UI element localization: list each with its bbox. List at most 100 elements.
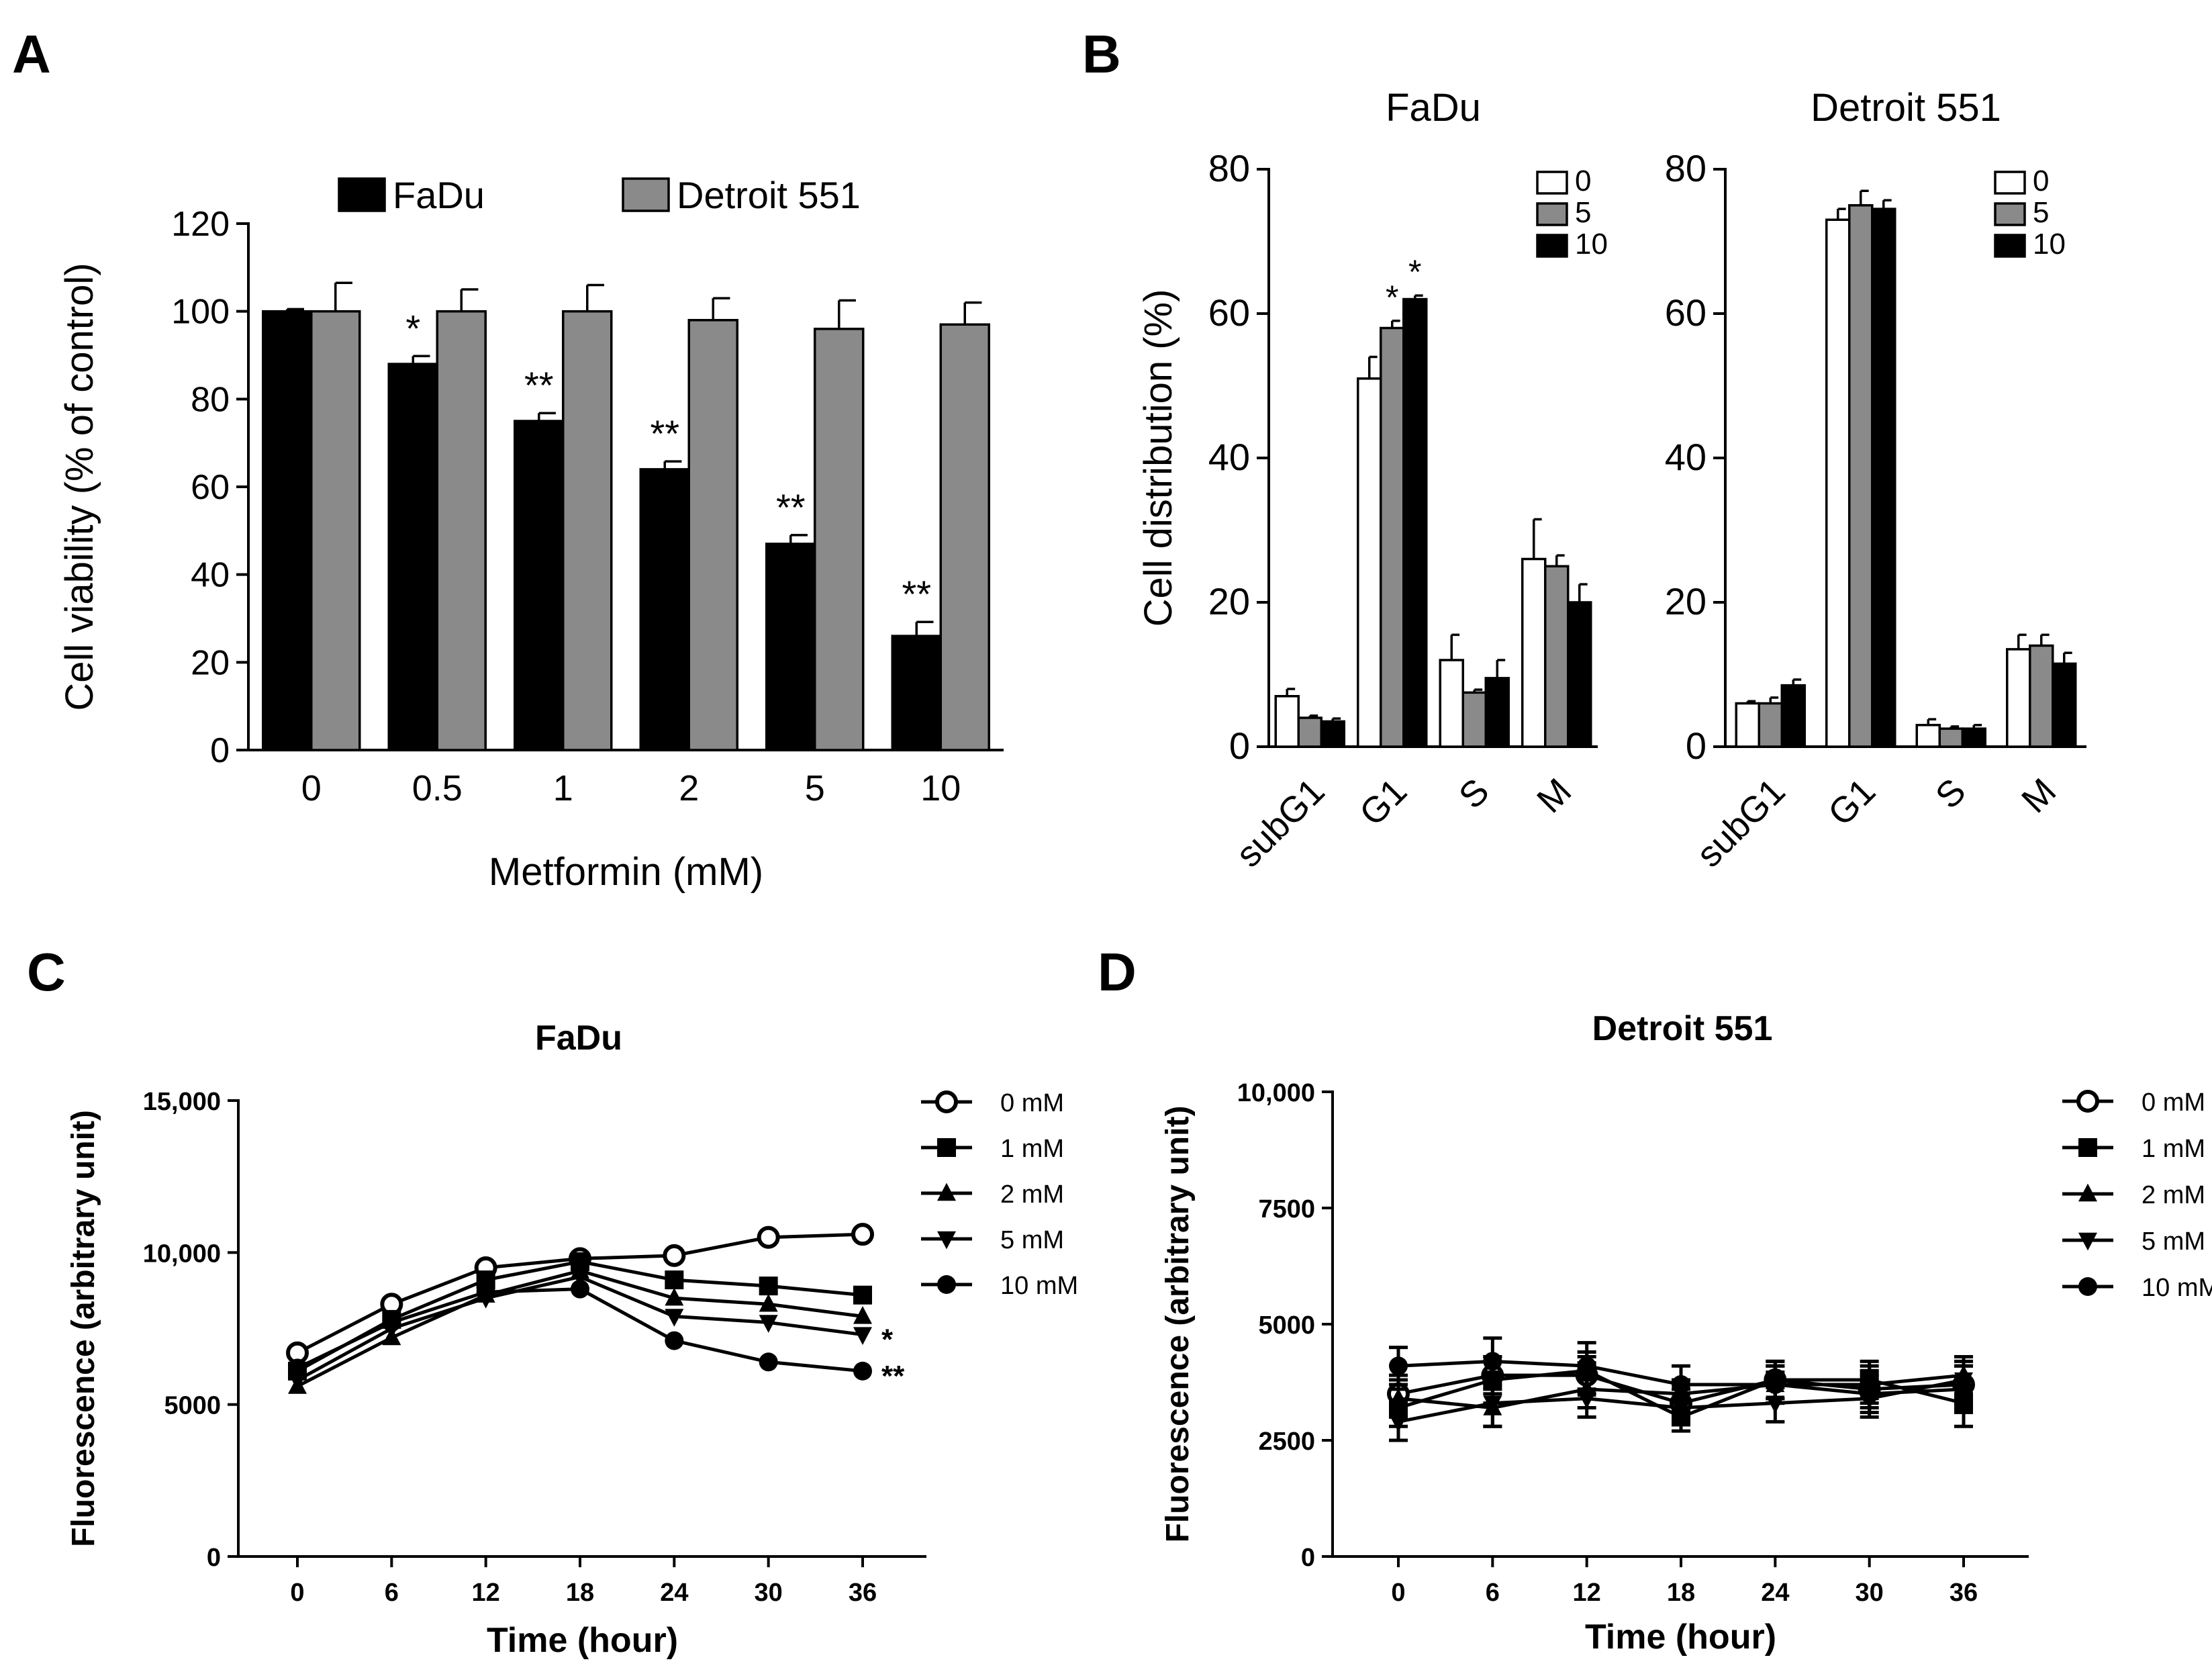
data-point-0-mm — [663, 1244, 686, 1267]
bar-0-subg1 — [1274, 695, 1300, 748]
chart-title: Detroit 551 — [1811, 86, 2001, 130]
data-point-10-mm — [1672, 1375, 1690, 1394]
legend-marker-0-mm — [2076, 1090, 2099, 1113]
legend-label: 2 mM — [1000, 1180, 1064, 1209]
legend-label: 0 mM — [1000, 1089, 1064, 1117]
significance-mark: * — [1386, 279, 1398, 316]
category-label: 10 — [920, 768, 961, 808]
data-point-10-mm — [1954, 1379, 1973, 1399]
bar-detroit-551-2 — [687, 318, 738, 751]
data-point-5-mm — [571, 1269, 589, 1287]
bar-10-s — [1961, 727, 1986, 748]
legend-label: Detroit 551 — [677, 174, 861, 216]
bar-0-m — [2006, 648, 2031, 748]
bar-5-g1 — [1380, 326, 1405, 748]
bar-5-m — [1544, 565, 1570, 748]
data-point-10-mm — [1483, 1352, 1502, 1371]
category-label: 2 — [679, 768, 699, 808]
x-tick-label: 18 — [1667, 1579, 1695, 1607]
y-tick-label: 80 — [191, 380, 230, 419]
data-point-10-mm — [1577, 1356, 1596, 1376]
x-tick-label: 24 — [1761, 1579, 1789, 1607]
legend-swatch-detroit-551 — [622, 177, 670, 212]
data-point-0-mm — [757, 1225, 780, 1249]
category-label: 0.5 — [412, 768, 463, 808]
category-label: subG1 — [1229, 771, 1333, 875]
y-axis-title: Cell distribution (%) — [1137, 289, 1180, 627]
y-tick-label: 60 — [191, 468, 230, 507]
legend-swatch-5 — [1994, 202, 2026, 226]
bar-5-s — [1938, 727, 1964, 748]
significance-mark: ** — [902, 573, 931, 615]
category-label: 5 — [805, 768, 825, 808]
y-tick-label: 10,000 — [1237, 1079, 1315, 1107]
category-label: M — [1529, 771, 1579, 821]
data-point-1-mm — [759, 1276, 778, 1296]
x-axis-title: Time (hour) — [487, 1621, 678, 1660]
significance-mark: * — [1408, 253, 1421, 291]
chart-title: FaDu — [535, 1019, 622, 1058]
bar-0-subg1 — [1735, 702, 1760, 748]
bar-detroit-551-5 — [814, 328, 865, 751]
bar-fadu-5 — [765, 543, 816, 751]
legend-swatch-0 — [1536, 171, 1568, 195]
category-label: 0 — [301, 768, 322, 808]
y-tick-label: 0 — [1229, 725, 1250, 767]
chart-title: FaDu — [1386, 86, 1481, 130]
bar-fadu-2 — [639, 468, 690, 751]
y-tick-label: 0 — [207, 1544, 221, 1572]
y-tick-label: 60 — [1208, 291, 1250, 334]
legend-label: 5 mM — [2142, 1227, 2205, 1256]
bar-detroit-551-0 — [310, 310, 361, 751]
category-label: subG1 — [1689, 771, 1793, 875]
category-label: S — [1451, 771, 1497, 817]
bar-fadu-0 — [262, 310, 313, 751]
x-tick-label: 36 — [849, 1579, 877, 1607]
panel-label-b: B — [1082, 24, 1121, 84]
y-tick-label: 0 — [210, 731, 230, 770]
legend-marker-0-mm — [935, 1090, 958, 1113]
data-point-5-mm — [288, 1373, 307, 1391]
legend-marker-10-mm — [937, 1275, 956, 1294]
bar-10-subg1 — [1780, 684, 1806, 748]
significance-mark: ** — [524, 364, 554, 406]
significance-mark: ** — [881, 1360, 905, 1393]
legend-marker-5-mm — [937, 1231, 956, 1250]
chart-d-detroit-fluorescence: 0 2500 5000 7500 10,000 0 6 12 18 24 30 36 Detroit 5… — [1160, 1009, 2212, 1657]
bar-10-m — [2052, 662, 2077, 748]
bar-10-subg1 — [1320, 720, 1345, 748]
y-tick-label: 0 — [1686, 725, 1706, 767]
bar-5-s — [1461, 691, 1487, 748]
x-axis-title: Metformin (mM) — [489, 850, 763, 894]
legend-marker-2-mm — [937, 1182, 956, 1201]
y-tick-label: 20 — [1208, 580, 1250, 622]
bar-0-m — [1521, 557, 1547, 748]
data-point-10-mm — [1860, 1384, 1879, 1403]
y-tick-label: 100 — [171, 293, 230, 332]
legend-label: 5 — [2033, 196, 2049, 229]
y-tick-label: 7500 — [1258, 1195, 1315, 1223]
y-tick-label: 2500 — [1258, 1428, 1315, 1456]
legend-marker-10-mm — [2078, 1277, 2097, 1296]
significance-mark: * — [405, 307, 420, 349]
y-tick-label: 120 — [171, 205, 230, 244]
x-tick-label: 6 — [385, 1579, 399, 1607]
legend-marker-1-mm — [937, 1138, 956, 1157]
bar-0-g1 — [1825, 218, 1851, 748]
x-axis-title: Time (hour) — [1585, 1618, 1776, 1657]
bar-10-g1 — [1402, 297, 1428, 748]
y-tick-label: 5000 — [164, 1392, 221, 1420]
data-point-5-mm — [759, 1315, 778, 1333]
legend-label: 0 mM — [2142, 1088, 2205, 1117]
category-label: M — [2014, 771, 2064, 821]
x-tick-label: 0 — [290, 1579, 304, 1607]
legend-label: FaDu — [393, 174, 485, 216]
legend-swatch-0 — [1994, 171, 2026, 195]
legend-marker-1-mm — [2078, 1138, 2097, 1157]
x-tick-label: 0 — [1391, 1579, 1405, 1607]
x-tick-label: 18 — [566, 1579, 594, 1607]
bar-fadu-0-5 — [387, 363, 438, 751]
y-tick-label: 40 — [1665, 436, 1706, 478]
